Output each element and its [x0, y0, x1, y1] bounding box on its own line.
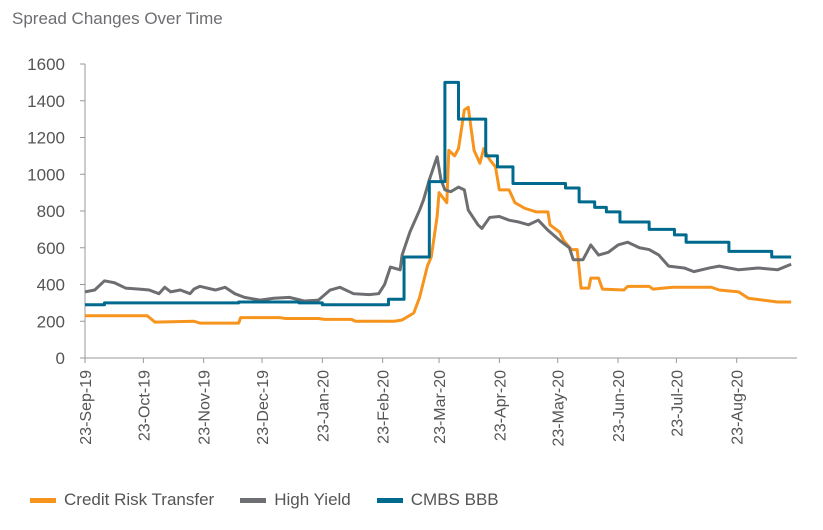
- x-tick-label: 23-Dec-19: [255, 370, 272, 445]
- x-tick-label: 23-May-20: [551, 370, 568, 447]
- y-tick-label: 200: [37, 312, 65, 331]
- chart-title: Spread Changes Over Time: [12, 9, 223, 28]
- x-tick-label: 23-Nov-19: [197, 370, 214, 445]
- y-tick-label: 1600: [27, 55, 65, 74]
- legend-item-hy: High Yield: [240, 490, 351, 510]
- legend-item-crt: Credit Risk Transfer: [30, 490, 214, 510]
- legend-item-cmbs: CMBS BBB: [376, 490, 499, 510]
- y-tick-label: 0: [56, 349, 65, 368]
- x-tick-label: 23-Apr-20: [492, 370, 509, 441]
- legend-label: High Yield: [274, 490, 351, 509]
- x-tick-label: 23-Jul-20: [669, 370, 686, 437]
- y-tick-label: 1400: [27, 92, 65, 111]
- legend-swatch: [376, 497, 403, 503]
- legend-swatch: [30, 497, 56, 503]
- y-tick-label: 800: [37, 202, 65, 221]
- series-line-credit-risk-transfer: [85, 105, 792, 325]
- legend-swatch: [240, 497, 267, 503]
- x-tick-label: 23-Feb-20: [376, 370, 393, 444]
- y-tick-label: 400: [37, 276, 65, 295]
- x-tick-label: 23-Jan-20: [315, 370, 332, 442]
- y-tick-label: 600: [37, 239, 65, 258]
- series-line-cmbs-bbb: [85, 80, 792, 307]
- x-tick-label: 23-Jun-20: [611, 370, 628, 442]
- legend: Credit Risk Transfer High Yield CMBS BBB: [30, 490, 499, 510]
- x-tick-label: 23-Oct-19: [136, 370, 153, 441]
- x-tick-label: 23-Mar-20: [432, 370, 449, 444]
- x-tick-label: 23-Sep-19: [78, 370, 95, 445]
- series-line-high-yield: [84, 155, 792, 303]
- x-tick-label: 23-Aug-20: [730, 370, 747, 445]
- y-tick-label: 1200: [27, 129, 65, 148]
- legend-label: CMBS BBB: [410, 490, 499, 509]
- y-tick-label: 1000: [27, 165, 65, 184]
- line-chart: 0 200 400 600 800 1000 1200 1400 1600 23-Sep-19 23…: [27, 55, 797, 447]
- legend-label: Credit Risk Transfer: [64, 490, 215, 509]
